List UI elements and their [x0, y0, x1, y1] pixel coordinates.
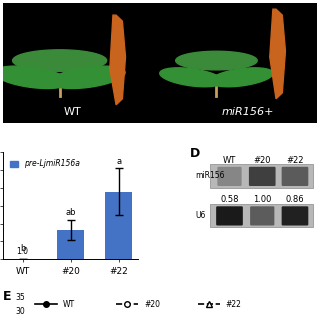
Text: b: b — [20, 244, 25, 253]
FancyBboxPatch shape — [282, 167, 308, 186]
Text: a: a — [116, 156, 121, 165]
Text: 0.58: 0.58 — [220, 195, 239, 204]
Bar — [57, 230, 84, 259]
FancyBboxPatch shape — [250, 206, 274, 226]
Text: 1.00: 1.00 — [253, 195, 271, 204]
Text: #20: #20 — [144, 300, 160, 309]
Text: 35: 35 — [16, 293, 26, 302]
Polygon shape — [51, 66, 125, 89]
Text: U6: U6 — [196, 211, 206, 220]
Legend: pre-LjmiR156a: pre-LjmiR156a — [7, 156, 83, 171]
Text: miR156+: miR156+ — [221, 107, 274, 117]
Text: 1.0: 1.0 — [17, 247, 28, 256]
Text: 30: 30 — [16, 307, 26, 316]
Polygon shape — [160, 68, 223, 87]
Text: #20: #20 — [253, 156, 271, 164]
Text: WT: WT — [63, 107, 81, 117]
Polygon shape — [270, 9, 285, 99]
Text: 0.86: 0.86 — [286, 195, 304, 204]
FancyBboxPatch shape — [217, 167, 242, 186]
FancyBboxPatch shape — [249, 167, 276, 186]
Text: ab: ab — [65, 208, 76, 217]
Text: E: E — [3, 290, 12, 303]
FancyBboxPatch shape — [282, 206, 308, 226]
Polygon shape — [176, 51, 257, 70]
Bar — [105, 192, 132, 259]
Text: #22: #22 — [286, 156, 304, 164]
Text: D: D — [189, 147, 200, 160]
Polygon shape — [110, 15, 125, 105]
Text: #22: #22 — [226, 300, 242, 309]
FancyBboxPatch shape — [210, 164, 313, 188]
Text: miR156: miR156 — [196, 172, 225, 180]
FancyBboxPatch shape — [210, 204, 313, 227]
FancyBboxPatch shape — [216, 206, 243, 226]
Polygon shape — [210, 68, 273, 87]
Text: WT: WT — [223, 156, 236, 164]
Polygon shape — [13, 50, 107, 71]
Polygon shape — [0, 66, 69, 89]
Text: WT: WT — [63, 300, 75, 309]
